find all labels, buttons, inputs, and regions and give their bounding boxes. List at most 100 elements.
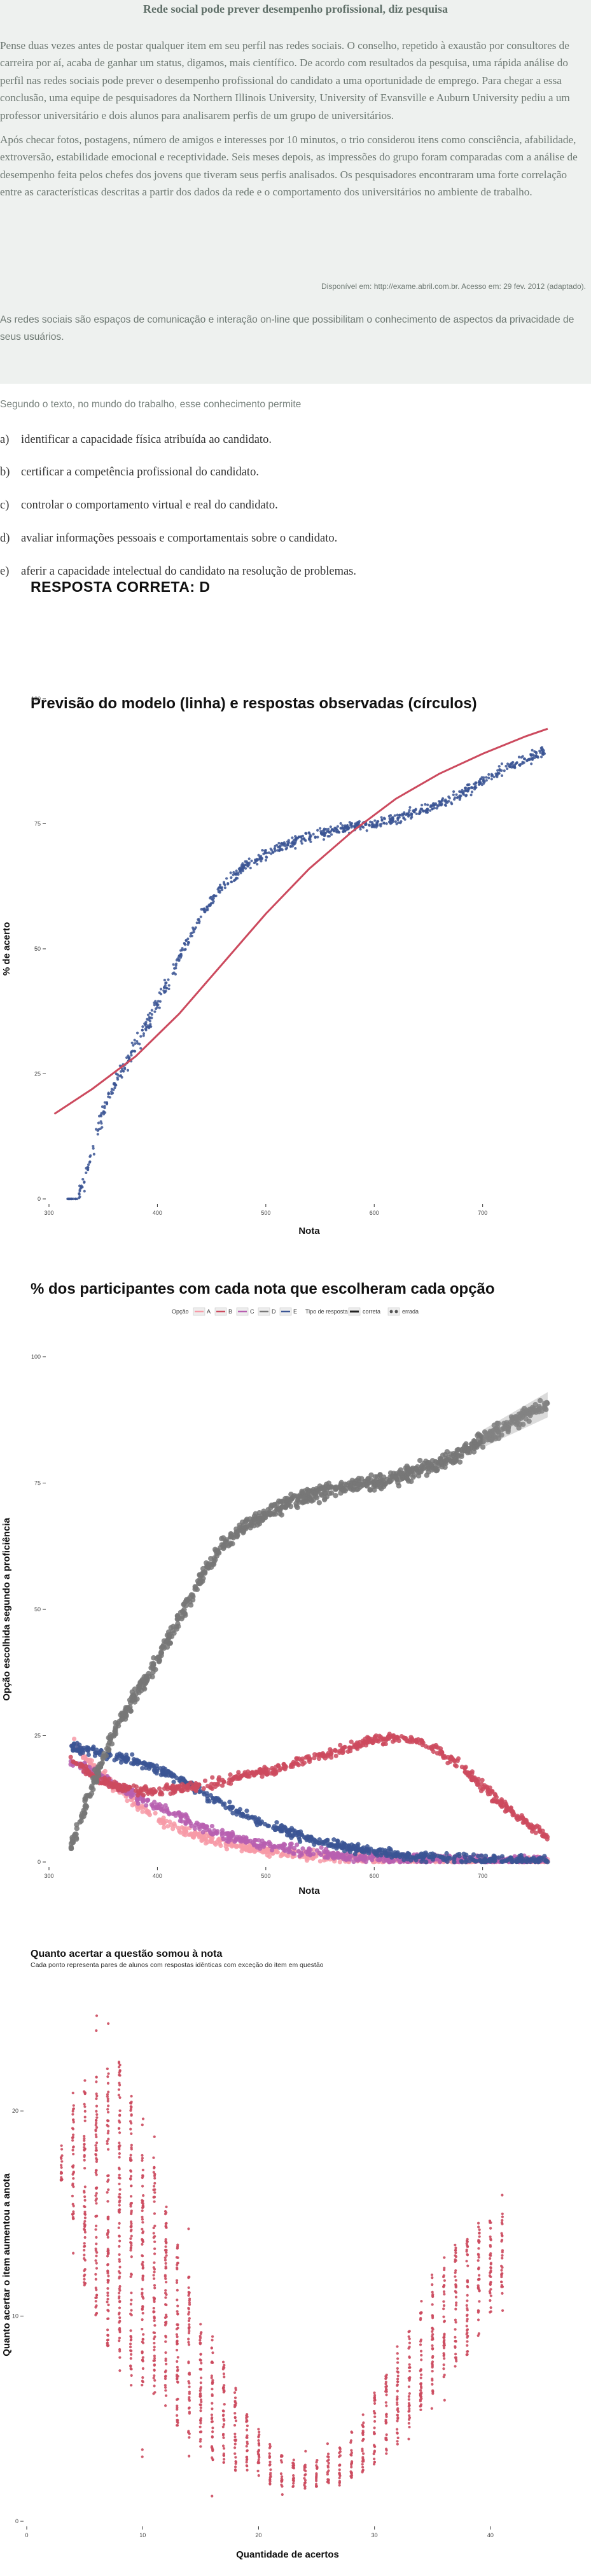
observed-point (78, 1193, 81, 1196)
item-gain-point (153, 2369, 156, 2372)
item-gain-point (164, 2374, 167, 2377)
option-B-point (242, 1770, 247, 1775)
observed-point (78, 1189, 81, 1193)
option-D-point (452, 1457, 458, 1463)
item-gain-point (83, 2230, 87, 2234)
item-gain-point (141, 2379, 144, 2383)
item-gain-point (83, 2137, 86, 2140)
option-letter: a) (0, 433, 10, 446)
item-gain-point (153, 2191, 156, 2194)
option-D-point (95, 1770, 101, 1776)
legend-option-C: C (250, 1308, 254, 1315)
chart3-subtitle: Cada ponto representa pares de alunos co… (31, 1961, 324, 1969)
observed-point (156, 1000, 160, 1003)
item-gain-point (118, 2211, 121, 2214)
option-D-point (400, 1471, 405, 1476)
option-B-point (78, 1761, 83, 1767)
option-A-point (165, 1824, 170, 1829)
item-gain-point (153, 2135, 156, 2138)
option-B-point (180, 1788, 185, 1793)
observed-point (144, 1027, 147, 1030)
observed-point (192, 928, 195, 932)
observed-point (470, 786, 473, 789)
observed-point (139, 1047, 143, 1050)
option-E-point (444, 1851, 449, 1856)
option-C-point (229, 1834, 234, 1839)
option-C-point (130, 1791, 135, 1796)
item-gain-point (83, 2281, 86, 2284)
option-E-point (504, 1858, 509, 1863)
observed-point (133, 1039, 136, 1042)
item-gain-point (153, 2212, 156, 2215)
observed-point (159, 992, 163, 996)
option-D-point (260, 1517, 265, 1523)
item-gain-point (94, 2118, 98, 2122)
option-B-point (201, 1786, 206, 1791)
option-B-point (296, 1763, 301, 1768)
observed-point (307, 831, 310, 834)
option-D-point (387, 1478, 393, 1484)
x-tick-label: 300 (44, 1873, 53, 1879)
item-gain-point (107, 2217, 110, 2220)
option-C-point (200, 1823, 205, 1828)
observed-point (458, 798, 461, 801)
option-D-point (517, 1413, 524, 1418)
option-E-point (265, 1823, 270, 1828)
option-D-point (316, 1500, 323, 1506)
item-gain-point (117, 2088, 121, 2091)
item-gain-point (71, 2183, 74, 2187)
option-E-point (464, 1852, 469, 1858)
item-gain-point (118, 2306, 122, 2309)
item-gain-point (95, 2125, 99, 2129)
item-gain-point (106, 2297, 109, 2300)
observed-point (179, 954, 182, 957)
option-B-point (445, 1754, 450, 1760)
option-D-point (354, 1478, 360, 1483)
legend-wrong-dot (389, 1310, 393, 1313)
option-B-point (387, 1732, 392, 1737)
item-gain-point (94, 2306, 97, 2309)
option-D-point (69, 1835, 75, 1840)
legend-option-E: E (293, 1308, 297, 1315)
observed-point (298, 836, 301, 839)
text-box: Rede social pode prever desempenho profi… (0, 0, 591, 384)
item-gain-point (118, 2260, 122, 2263)
observed-point (337, 830, 341, 834)
option-D-point (251, 1523, 257, 1529)
observed-point (105, 1102, 109, 1106)
option-D-point (291, 1493, 297, 1499)
option-B-point (258, 1770, 263, 1775)
observed-point (443, 803, 447, 807)
option-C-point (351, 1859, 356, 1865)
observed-point (408, 806, 412, 809)
option-D-point (83, 1793, 89, 1799)
item-gain-point (118, 2339, 121, 2342)
observed-point (275, 843, 279, 847)
item-gain-point (94, 2169, 98, 2172)
observed-point (419, 808, 422, 811)
option-D-point (442, 1464, 448, 1470)
item-gain-point (118, 2173, 121, 2176)
option-D-point (95, 1765, 101, 1771)
observed-point (202, 907, 205, 911)
option-E-point (419, 1859, 424, 1864)
observed-point (506, 767, 509, 771)
option-D-point (450, 1451, 457, 1457)
observed-point (485, 779, 488, 782)
item-gain-point (176, 2256, 179, 2259)
option-E-point (305, 1835, 310, 1840)
option-C-point (319, 1845, 324, 1850)
option-D-point (230, 1541, 235, 1547)
item-gain-point (153, 2252, 156, 2255)
option-A-point (199, 1838, 204, 1844)
item-gain-point (95, 2197, 98, 2201)
option-D-point (544, 1401, 550, 1406)
observed-point (150, 1009, 153, 1012)
observed-point (163, 979, 166, 982)
item-gain-point (129, 2177, 132, 2180)
item-gain-point (71, 2113, 74, 2116)
option-E-point (230, 1804, 235, 1810)
option-e: e) aferir a capacidade intelectual do can… (0, 565, 356, 578)
observed-point (345, 827, 348, 830)
option-E-point (479, 1853, 484, 1858)
